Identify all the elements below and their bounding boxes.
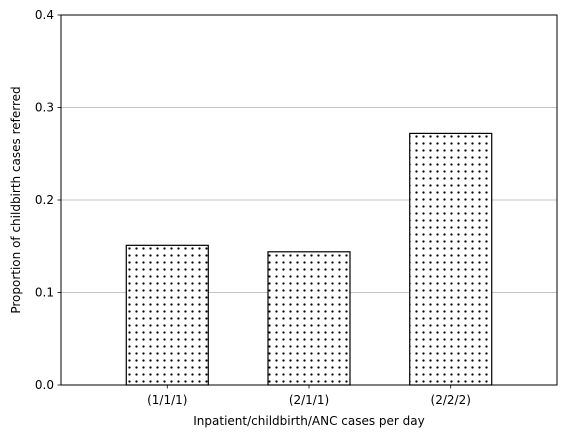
x-tick-label: (2/2/2)	[431, 393, 471, 407]
x-tick-label: (1/1/1)	[147, 393, 187, 407]
y-tick-label: 0.3	[35, 101, 54, 115]
x-axis-label: Inpatient/childbirth/ANC cases per day	[193, 414, 424, 428]
bar-2	[267, 251, 351, 386]
bar-3	[409, 132, 493, 386]
y-tick-label: 0.2	[35, 193, 54, 207]
x-tick-label: (2/1/1)	[289, 393, 329, 407]
bars	[125, 132, 493, 386]
y-tick-label: 0.0	[35, 378, 54, 392]
y-tick-label: 0.4	[35, 8, 54, 22]
bar-1	[125, 244, 209, 386]
y-tick-label: 0.1	[35, 286, 54, 300]
y-axis-label: Proportion of childbirth cases referred	[9, 86, 23, 313]
axis-ticks: 0.0 0.1 0.2 0.3 0.4 (1/1/1) (2/1/1) (2/2/2)	[35, 8, 471, 407]
